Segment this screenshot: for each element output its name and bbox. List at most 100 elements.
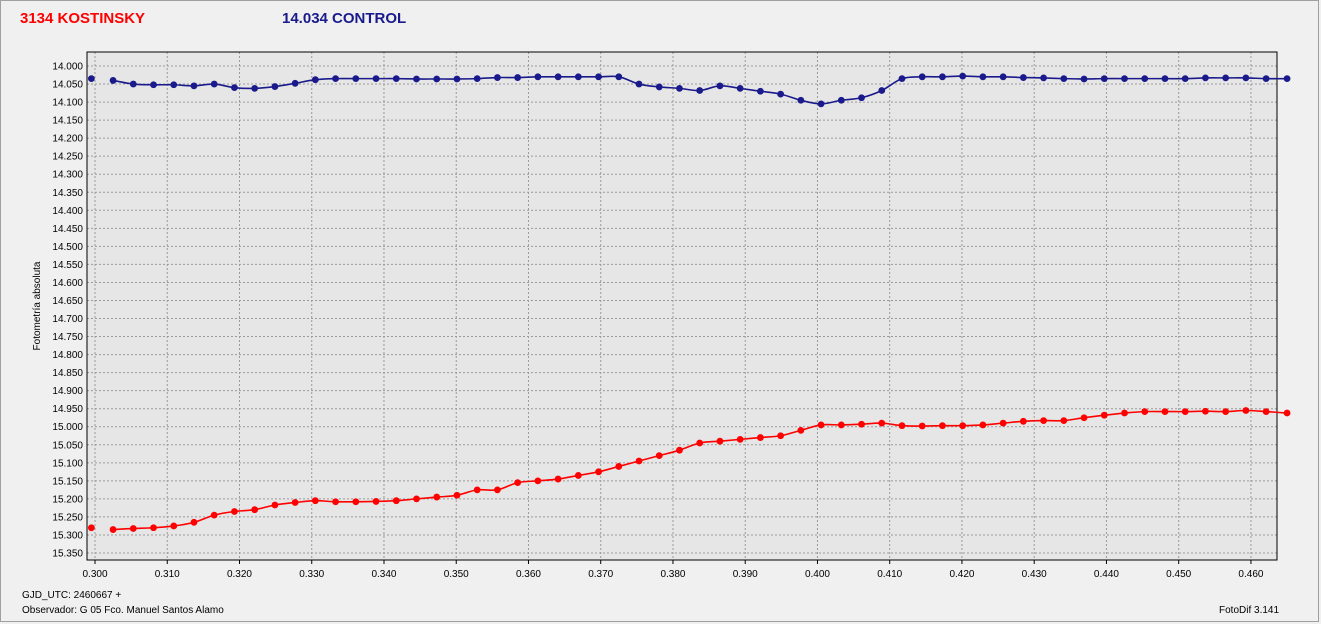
- data-point: [1100, 411, 1108, 419]
- y-tick-label: 14.100: [52, 98, 83, 109]
- x-tick-label: 0.420: [949, 569, 974, 580]
- y-tick-label: 14.200: [52, 134, 83, 145]
- control-star-title: 14.034 CONTROL: [282, 10, 407, 27]
- y-tick-label: 14.650: [52, 296, 83, 307]
- y-tick-label: 14.550: [52, 260, 83, 271]
- data-point: [433, 493, 441, 501]
- data-point: [311, 76, 319, 84]
- data-point: [1161, 75, 1169, 83]
- data-point: [129, 525, 137, 532]
- data-point: [190, 518, 198, 526]
- y-tick-label: 15.100: [52, 458, 83, 469]
- x-tick-label: 0.320: [227, 569, 252, 580]
- data-point: [251, 506, 259, 514]
- data-point: [1262, 75, 1270, 83]
- y-tick-label: 14.450: [52, 224, 83, 235]
- data-point: [676, 446, 683, 454]
- data-point: [372, 498, 380, 505]
- data-point: [817, 421, 825, 429]
- data-point: [514, 479, 522, 487]
- data-point: [231, 84, 238, 92]
- data-point: [129, 80, 137, 88]
- data-point: [918, 422, 926, 430]
- data-point: [1141, 408, 1149, 415]
- data-point: [352, 498, 360, 506]
- x-tick-label: 0.430: [1022, 569, 1047, 580]
- x-tick-label: 0.460: [1238, 569, 1263, 580]
- data-point: [635, 457, 643, 465]
- data-point: [332, 498, 339, 506]
- data-point: [1121, 75, 1128, 83]
- data-point: [210, 80, 218, 88]
- data-point: [716, 82, 724, 90]
- y-tick-label: 15.200: [52, 494, 83, 505]
- data-point: [433, 75, 441, 83]
- data-point: [210, 511, 218, 519]
- variable-series: [87, 407, 1291, 533]
- data-point: [1242, 74, 1250, 82]
- x-tick-label: 0.340: [371, 569, 396, 580]
- data-point: [1222, 74, 1230, 82]
- y-tick-label: 15.250: [52, 512, 83, 523]
- data-point: [574, 472, 582, 479]
- x-tick-label: 0.330: [299, 569, 324, 580]
- y-tick-label: 14.750: [52, 332, 83, 343]
- data-point: [1040, 74, 1047, 82]
- data-point: [271, 83, 279, 90]
- data-point: [878, 419, 886, 427]
- data-point: [979, 73, 987, 81]
- x-tick-label: 0.410: [877, 569, 902, 580]
- plot-area: [87, 52, 1277, 560]
- y-tick-label: 14.950: [52, 404, 83, 415]
- data-point: [1080, 75, 1088, 83]
- data-point: [1100, 75, 1108, 83]
- data-point: [858, 94, 865, 102]
- y-tick-label: 14.400: [52, 206, 83, 217]
- data-point: [494, 74, 501, 81]
- data-point: [959, 422, 967, 430]
- data-point: [1262, 408, 1270, 415]
- grid-lines: [87, 52, 1277, 560]
- data-point: [918, 73, 926, 81]
- data-point: [1222, 408, 1230, 415]
- data-point: [1202, 407, 1209, 415]
- data-point: [959, 72, 967, 80]
- y-tick-label: 14.900: [52, 386, 83, 397]
- data-point: [736, 435, 744, 443]
- y-axis-label: Fotometría absoluta: [32, 261, 43, 350]
- data-point: [170, 81, 178, 89]
- data-point: [595, 468, 602, 476]
- observer-label: Observador: G 05 Fco. Manuel Santos Alam…: [22, 605, 224, 616]
- data-point: [291, 499, 299, 506]
- data-point: [170, 522, 178, 530]
- data-point: [473, 75, 481, 83]
- x-tick-label: 0.400: [805, 569, 830, 580]
- data-point: [756, 87, 764, 95]
- data-point: [473, 486, 481, 494]
- data-point: [1283, 409, 1291, 417]
- data-point: [1019, 74, 1027, 81]
- x-tick-label: 0.390: [733, 569, 758, 580]
- data-point: [817, 100, 825, 108]
- data-point: [615, 463, 623, 470]
- data-point: [87, 75, 95, 83]
- data-point: [716, 437, 724, 445]
- y-tick-label: 15.050: [52, 440, 83, 451]
- data-point: [352, 75, 360, 83]
- data-point: [1181, 75, 1189, 83]
- x-tick-label: 0.310: [155, 569, 180, 580]
- y-tick-label: 14.800: [52, 350, 83, 361]
- data-point: [109, 526, 117, 533]
- y-tick-label: 14.050: [52, 80, 83, 91]
- data-point: [777, 432, 785, 440]
- data-point: [1060, 417, 1068, 425]
- x-tick-label: 0.360: [516, 569, 541, 580]
- data-point: [1181, 408, 1189, 415]
- software-version: FotoDif 3.141: [1219, 605, 1280, 616]
- data-point: [554, 475, 562, 483]
- y-tick-label: 15.300: [52, 530, 83, 541]
- data-point: [837, 96, 845, 104]
- data-point: [615, 73, 623, 81]
- x-tick-label: 0.370: [588, 569, 613, 580]
